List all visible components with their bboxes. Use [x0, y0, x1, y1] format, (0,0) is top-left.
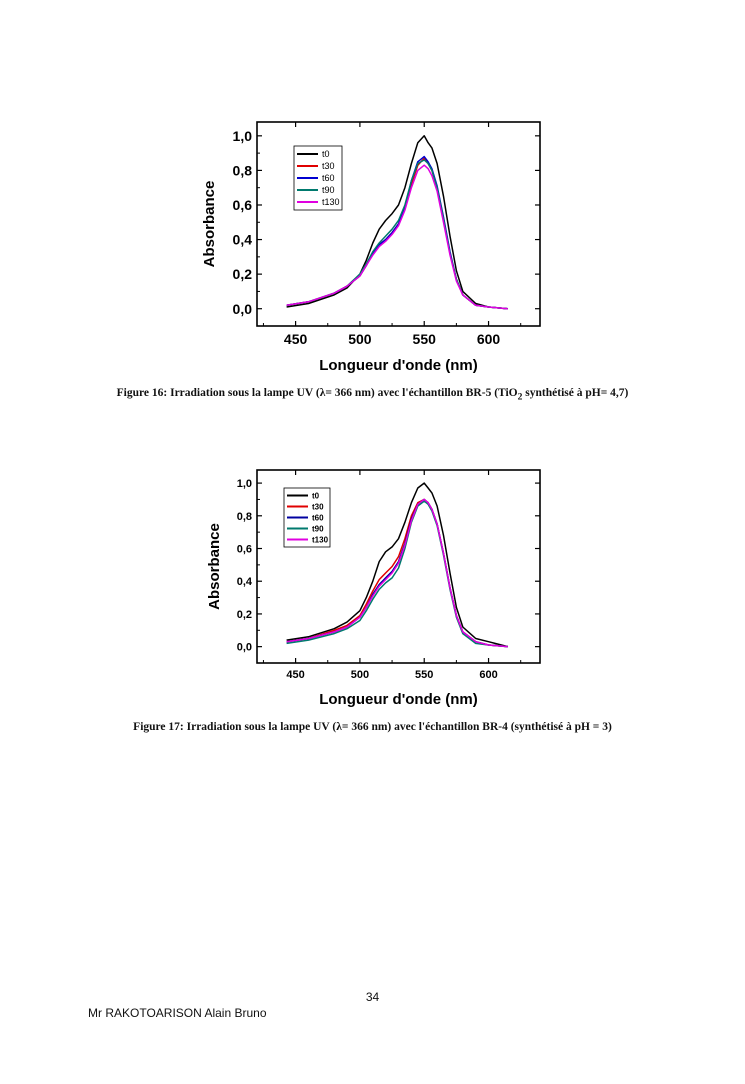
legend: t0 t30 t60 t90 t130	[293, 145, 343, 211]
figure-16-caption: Figure 16: Irradiation sous la lampe UV …	[0, 387, 745, 402]
x-tick-label: 600	[479, 669, 497, 681]
y-axis-label: Absorbance	[201, 181, 218, 268]
author-footer: Mr RAKOTOARISON Alain Bruno	[88, 1006, 267, 1020]
y-tick-label: 0,6	[233, 197, 253, 213]
y-tick-label: 0,8	[237, 511, 252, 523]
legend-label-t90: t90	[322, 185, 335, 195]
x-tick-label: 450	[286, 669, 304, 681]
series-group	[286, 482, 508, 648]
y-tick-label: 0,2	[233, 266, 253, 282]
y-axis-label: Absorbance	[206, 523, 223, 610]
x-tick-label: 550	[415, 669, 433, 681]
y-tick-label: 0,8	[233, 162, 253, 178]
legend-label-t130: t130	[312, 536, 329, 545]
legend-label-t30: t30	[322, 161, 335, 171]
caption-text-end: synthétisé à pH= 4,7)	[522, 387, 629, 399]
y-tick-label: 0,6	[237, 543, 252, 555]
x-tick-label: 600	[477, 331, 501, 347]
x-tick-label: 500	[351, 669, 369, 681]
series-line-t0	[286, 482, 508, 648]
x-tick-label: 550	[413, 331, 437, 347]
figure-17-caption: Figure 17: Irradiation sous la lampe UV …	[0, 721, 745, 736]
plot-frame	[256, 469, 541, 664]
figure-16-chart: 450 500 550 600 0,0 0,2 0,4 0,6 0,8 1,0 Longueur d…	[0, 110, 745, 380]
caption-text: Figure 17: Irradiation sous la lampe UV …	[133, 721, 612, 733]
y-tick-label: 0,0	[237, 642, 252, 654]
page-number: 34	[365, 990, 380, 1004]
legend-label-t0: t0	[322, 149, 330, 159]
y-tick-label: 0,0	[233, 301, 253, 317]
series-line-t130	[286, 498, 508, 648]
y-tick-label: 0,4	[237, 576, 253, 588]
figure-17-chart: 450 500 550 600 0,0 0,2 0,4 0,6 0,8 1,0 Longueur d…	[0, 460, 745, 710]
y-tick-label: 1,0	[237, 478, 252, 490]
series-group	[286, 135, 508, 310]
legend: t0 t30 t60 t90 t130	[283, 487, 331, 548]
x-tick-label: 450	[284, 331, 308, 347]
plot-frame	[256, 121, 541, 327]
y-tick-label: 0,2	[237, 609, 252, 621]
figure-16-plot: 450 500 550 600 0,0 0,2 0,4 0,6 0,8 1,0 Longueur d…	[201, 121, 541, 374]
legend-label-t0: t0	[312, 492, 320, 501]
legend-label-t60: t60	[312, 514, 324, 523]
legend-label-t30: t30	[312, 503, 324, 512]
caption-text: Figure 16: Irradiation sous la lampe UV …	[116, 387, 518, 399]
caption-subscript: 2	[517, 391, 523, 403]
x-tick-label: 500	[348, 331, 372, 347]
x-axis-label: Longueur d'onde (nm)	[319, 691, 478, 708]
series-line-t130	[286, 164, 508, 310]
figure-17-plot: 450 500 550 600 0,0 0,2 0,4 0,6 0,8 1,0 Longueur d…	[206, 469, 541, 708]
y-tick-label: 1,0	[233, 128, 253, 144]
x-axis-label: Longueur d'onde (nm)	[319, 357, 478, 374]
legend-label-t90: t90	[312, 525, 324, 534]
legend-label-t130: t130	[322, 197, 340, 207]
legend-label-t60: t60	[322, 173, 335, 183]
y-tick-label: 0,4	[233, 232, 253, 248]
